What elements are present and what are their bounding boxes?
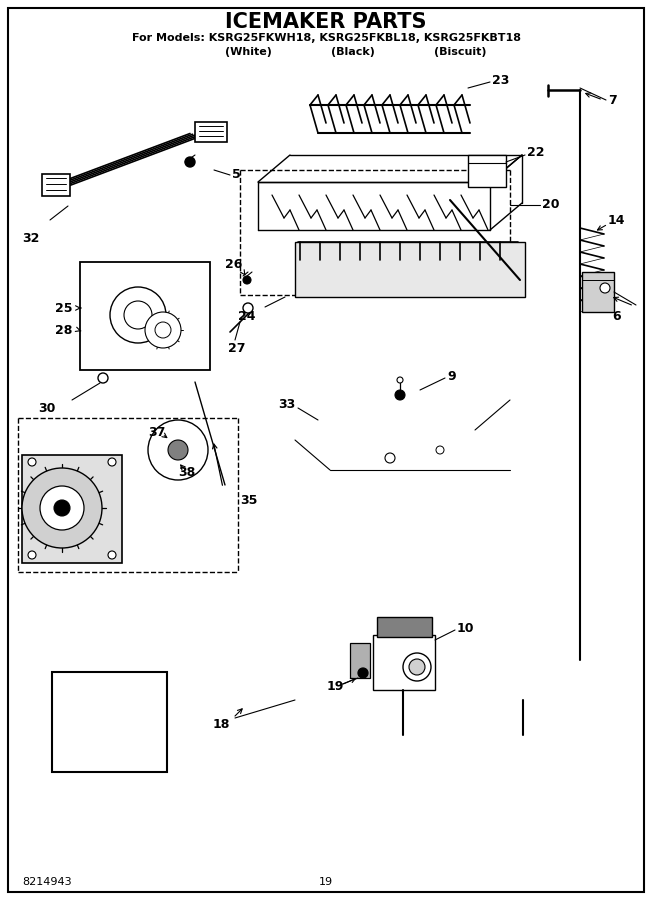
Circle shape bbox=[54, 500, 70, 516]
Circle shape bbox=[385, 453, 395, 463]
Text: 24: 24 bbox=[238, 310, 256, 322]
Text: 23: 23 bbox=[492, 74, 509, 86]
Circle shape bbox=[98, 373, 108, 383]
Text: 33: 33 bbox=[278, 398, 295, 410]
Circle shape bbox=[108, 551, 116, 559]
Text: 37: 37 bbox=[148, 426, 166, 438]
Text: 19: 19 bbox=[327, 680, 344, 694]
Circle shape bbox=[145, 312, 181, 348]
Text: 30: 30 bbox=[38, 401, 55, 415]
Circle shape bbox=[28, 458, 36, 466]
Text: (Biscuit): (Biscuit) bbox=[434, 47, 486, 57]
Bar bbox=[350, 643, 370, 678]
Bar bbox=[468, 155, 506, 187]
Text: 5: 5 bbox=[232, 168, 241, 182]
Circle shape bbox=[403, 653, 431, 681]
Polygon shape bbox=[210, 237, 235, 370]
Bar bbox=[42, 174, 70, 196]
Text: 20: 20 bbox=[542, 199, 559, 212]
Text: 9: 9 bbox=[447, 370, 456, 382]
Text: (White): (White) bbox=[224, 47, 271, 57]
Bar bbox=[373, 635, 435, 690]
Polygon shape bbox=[295, 220, 547, 242]
Text: 28: 28 bbox=[55, 323, 72, 337]
Circle shape bbox=[110, 287, 166, 343]
Circle shape bbox=[436, 446, 444, 454]
Text: (Black): (Black) bbox=[331, 47, 375, 57]
Circle shape bbox=[148, 420, 208, 480]
Text: 6: 6 bbox=[612, 310, 621, 322]
Text: 19: 19 bbox=[319, 877, 333, 887]
Circle shape bbox=[155, 322, 171, 338]
Polygon shape bbox=[80, 237, 235, 262]
Text: 10: 10 bbox=[457, 623, 475, 635]
Circle shape bbox=[28, 551, 36, 559]
Circle shape bbox=[395, 390, 405, 400]
Text: 22: 22 bbox=[527, 147, 544, 159]
Text: 7: 7 bbox=[608, 94, 617, 106]
Circle shape bbox=[409, 659, 425, 675]
Bar bbox=[195, 122, 227, 142]
Circle shape bbox=[108, 458, 116, 466]
Text: For Models: KSRG25FKWH18, KSRG25FKBL18, KSRG25FKBT18: For Models: KSRG25FKWH18, KSRG25FKBL18, … bbox=[132, 33, 520, 43]
Bar bbox=[377, 617, 432, 637]
Text: 38: 38 bbox=[178, 465, 195, 479]
Circle shape bbox=[185, 157, 195, 167]
Circle shape bbox=[22, 468, 102, 548]
Circle shape bbox=[358, 668, 368, 678]
Bar bbox=[582, 272, 614, 312]
Circle shape bbox=[243, 276, 251, 284]
Text: 32: 32 bbox=[22, 231, 39, 245]
Circle shape bbox=[397, 377, 403, 383]
Circle shape bbox=[40, 486, 84, 530]
Circle shape bbox=[243, 303, 253, 313]
Circle shape bbox=[124, 301, 152, 329]
Circle shape bbox=[600, 283, 610, 293]
Bar bbox=[22, 455, 122, 563]
Text: 25: 25 bbox=[55, 302, 72, 314]
Text: 26: 26 bbox=[225, 258, 243, 272]
Bar bbox=[80, 262, 210, 370]
Circle shape bbox=[168, 440, 188, 460]
Polygon shape bbox=[525, 220, 547, 297]
Text: 35: 35 bbox=[240, 493, 258, 507]
Text: 14: 14 bbox=[608, 213, 625, 227]
Bar bbox=[52, 672, 167, 772]
Text: 27: 27 bbox=[228, 341, 246, 355]
Polygon shape bbox=[295, 400, 510, 470]
Text: ICEMAKER PARTS: ICEMAKER PARTS bbox=[225, 12, 427, 32]
Text: 18: 18 bbox=[213, 717, 230, 731]
Bar bbox=[295, 242, 525, 297]
Text: 8214943: 8214943 bbox=[22, 877, 72, 887]
